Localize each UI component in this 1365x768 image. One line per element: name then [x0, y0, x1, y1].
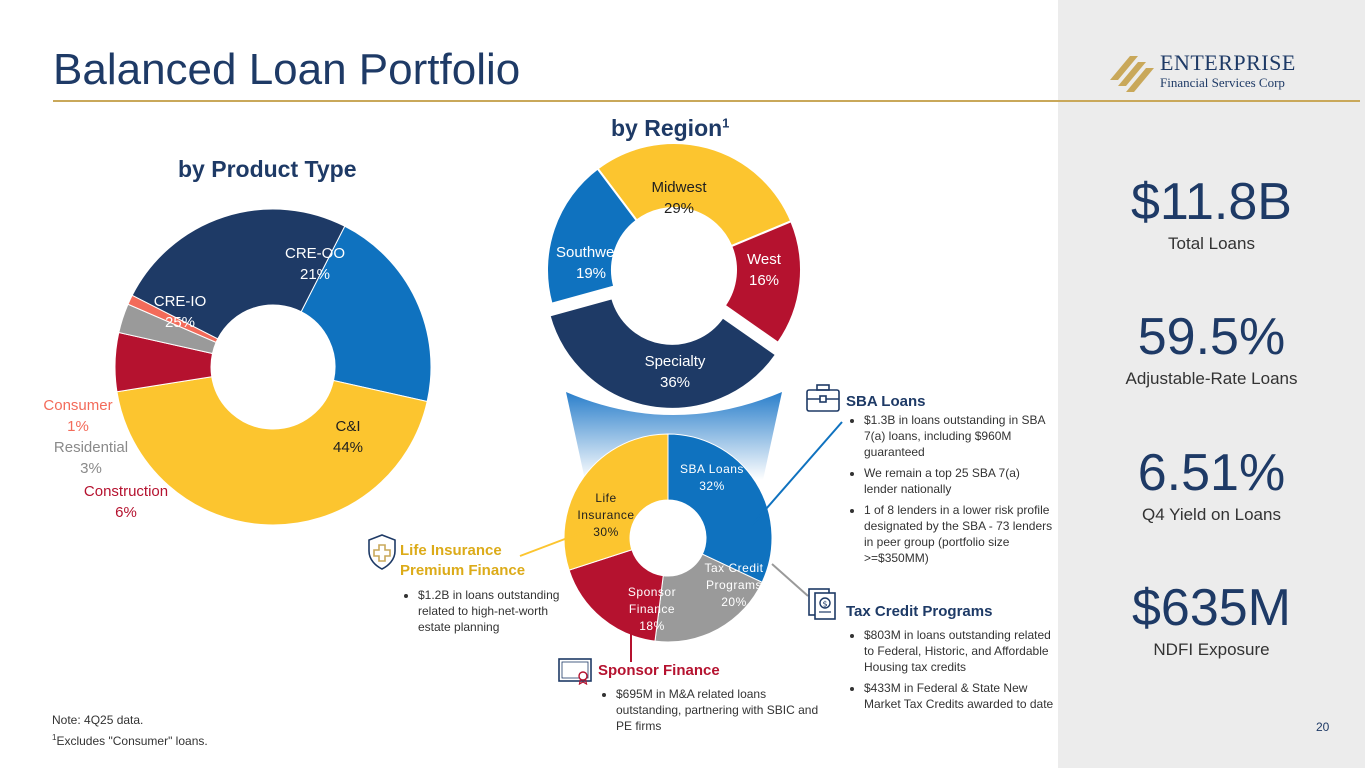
stat-value: $635M	[1132, 579, 1291, 637]
stat-value: 6.51%	[1137, 444, 1286, 502]
product-label-construction: Construction 6%	[83, 483, 169, 521]
note-text: Note: 4Q25 data.	[52, 713, 144, 727]
life-callout-title: Life Insurance Premium Finance	[400, 542, 526, 579]
product-label-consumer: Consumer 1%	[43, 397, 113, 435]
footnote-text: 1Excludes "Consumer" loans.	[52, 733, 208, 748]
stat-ndfi: $635M NDFI Exposure	[1060, 578, 1363, 660]
stat-adjustable-rate: 59.5% Adjustable-Rate Loans	[1060, 307, 1363, 389]
tax-connector	[771, 563, 809, 597]
product-label-residential: Residential 3%	[53, 439, 129, 477]
tax-bullet: $433M in Federal & State New Market Tax …	[864, 680, 1058, 712]
life-bullet: $1.2B in loans outstanding related to hi…	[418, 587, 568, 635]
stat-value: 59.5%	[1137, 308, 1286, 366]
sponsor-bullet: $695M in M&A related loans outstanding, …	[616, 686, 826, 734]
stat-total-loans: $11.8B Total Loans	[1060, 172, 1363, 254]
document-dollar-icon: $	[808, 588, 836, 620]
title-divider	[53, 100, 1360, 102]
product-label-ci: C&I 44%	[332, 418, 364, 456]
stat-caption: Adjustable-Rate Loans	[1125, 369, 1298, 388]
specialty-label-sponsor: Sponsor Finance 18%	[627, 585, 677, 633]
specialty-label-sba: SBA Loans 32%	[680, 462, 744, 493]
product-chart-title: by Product Type	[178, 156, 357, 182]
stat-caption: Total Loans	[1168, 234, 1255, 253]
stat-yield: 6.51% Q4 Yield on Loans	[1060, 443, 1363, 525]
tax-bullet: $803M in loans outstanding related to Fe…	[864, 627, 1058, 675]
tax-callout-title: Tax Credit Programs	[846, 603, 993, 620]
region-label-midwest: Midwest 29%	[651, 179, 707, 217]
region-chart-title: by Region1	[611, 115, 730, 141]
stat-caption: Q4 Yield on Loans	[1142, 505, 1281, 524]
product-slice-construction	[114, 331, 214, 393]
sba-callout-title: SBA Loans	[846, 393, 926, 410]
sba-callout-bullets: $1.3B in loans outstanding in SBA 7(a) l…	[846, 412, 1054, 571]
product-label-cre-oo: CRE-OO 21%	[285, 245, 345, 283]
logo-subtitle: Financial Services Corp	[1160, 75, 1285, 90]
page-number: 20	[1316, 720, 1330, 734]
sponsor-callout-bullets: $695M in M&A related loans outstanding, …	[598, 686, 826, 739]
specialty-label-life-insurance: Life Insurance 30%	[577, 491, 635, 539]
page-title: Balanced Loan Portfolio	[53, 45, 521, 94]
stats-panel	[1058, 0, 1365, 768]
sponsor-callout-title: Sponsor Finance	[598, 662, 720, 679]
briefcase-icon	[806, 384, 840, 412]
sba-bullet: We remain a top 25 SBA 7(a) lender natio…	[864, 465, 1054, 497]
shield-cross-icon	[368, 534, 396, 570]
region-label-southwest: Southwest 19%	[555, 244, 627, 282]
footnote: Note: 4Q25 data. 1Excludes "Consumer" lo…	[52, 712, 208, 750]
certificate-icon	[558, 658, 592, 685]
sba-bullet: 1 of 8 lenders in a lower risk profile d…	[864, 502, 1054, 566]
region-label-specialty: Specialty 36%	[644, 353, 706, 391]
stat-value: $11.8B	[1131, 173, 1292, 231]
svg-text:$: $	[822, 600, 827, 609]
sba-bullet: $1.3B in loans outstanding in SBA 7(a) l…	[864, 412, 1054, 460]
logo-wordmark: ENTERPRISE	[1160, 50, 1296, 75]
company-logo: ENTERPRISE Financial Services Corp	[1108, 50, 1318, 96]
tax-callout-bullets: $803M in loans outstanding related to Fe…	[846, 627, 1058, 717]
region-label-west: West 16%	[747, 251, 781, 289]
stat-caption: NDFI Exposure	[1153, 640, 1270, 659]
product-label-cre-io: CRE-IO 25%	[153, 293, 207, 331]
specialty-label-tax-credit: Tax Credit Programs 20%	[704, 561, 764, 609]
sba-connector	[751, 421, 843, 526]
life-callout-bullets: $1.2B in loans outstanding related to hi…	[400, 587, 568, 640]
logo-mark-icon	[1110, 56, 1154, 92]
